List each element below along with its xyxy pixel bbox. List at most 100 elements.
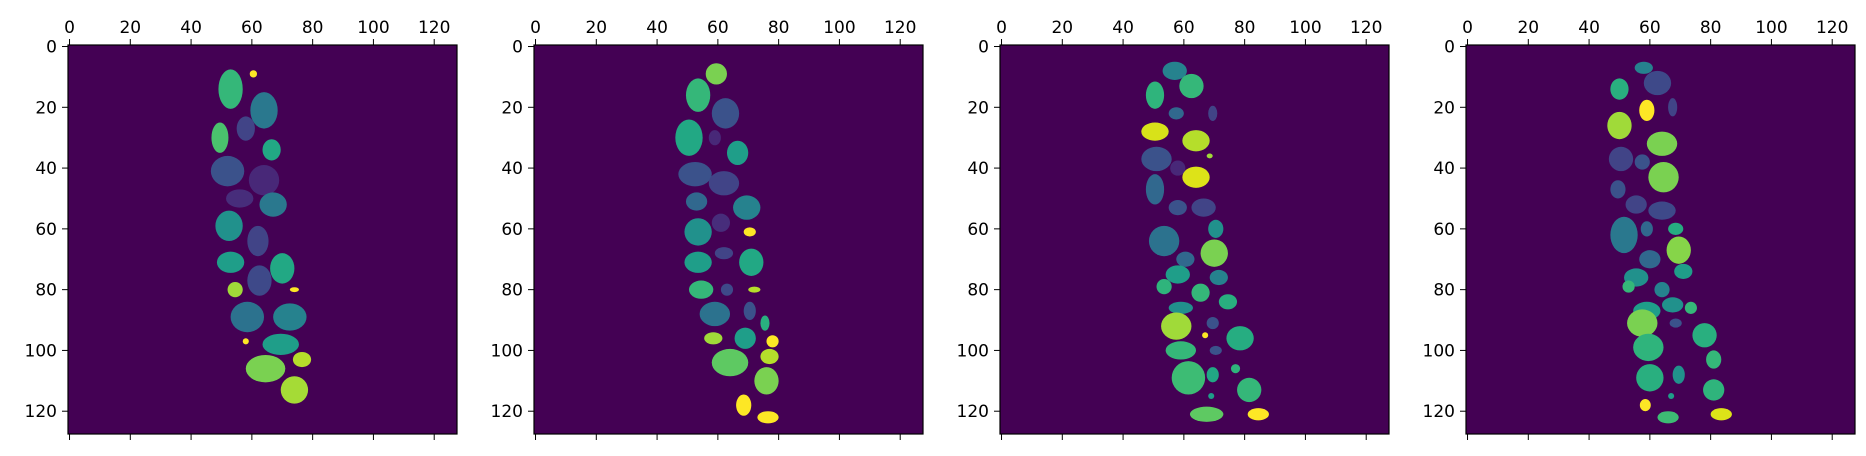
segment-cell [1218, 294, 1238, 310]
segment-cell [1610, 180, 1626, 199]
segment-cell [1668, 392, 1675, 400]
segment-cell [1141, 146, 1172, 172]
segment-cell [1170, 160, 1186, 176]
segment-cell [1237, 377, 1262, 403]
segment-cell [1668, 98, 1678, 117]
segment-cell [236, 116, 255, 141]
panel-4: 0 20 40 60 80 100 120 0 20 40 60 80 100 120 [1423, 18, 1856, 440]
segment-cell [675, 119, 703, 156]
segment-cell [757, 411, 779, 424]
segment-cell [289, 287, 299, 293]
segment-cell [726, 140, 749, 166]
axes-frame [1465, 44, 1856, 435]
segment-cell [1710, 408, 1732, 421]
segment-cell [1648, 201, 1676, 220]
segment-cell [1643, 70, 1672, 96]
segment-cell [1648, 162, 1679, 193]
x-tick-label: 60 [1173, 18, 1195, 38]
segment-cell [1684, 301, 1697, 314]
segment-cell [685, 78, 711, 112]
segment-cell [1627, 309, 1658, 337]
y-tick-label: 0 [46, 38, 57, 58]
x-tick-label: 0 [64, 18, 75, 38]
x-tick-label: 80 [302, 18, 324, 38]
y-tick-label: 20 [967, 98, 989, 118]
segment-cell [211, 122, 229, 153]
segment-cell [684, 218, 712, 246]
heatmap-background [1466, 45, 1855, 434]
y-tick-label: 120 [1423, 402, 1455, 422]
segment-cell [242, 338, 249, 345]
segment-cell [748, 286, 761, 293]
segment-cell [1639, 250, 1661, 269]
segment-cell [1168, 107, 1184, 120]
y-tick-label: 40 [967, 159, 989, 179]
x-tick-label: 0 [530, 18, 541, 38]
segment-cell [1622, 280, 1635, 293]
panels: 0 20 40 60 80 100 120 0 20 40 60 80 100 120 0 20 40 60 80 1… [25, 18, 1856, 440]
x-tick-label: 60 [1639, 18, 1661, 38]
segment-cell [250, 92, 278, 129]
segment-cell [1162, 61, 1187, 80]
segment-cell [1640, 221, 1653, 237]
segment-cell [230, 301, 265, 333]
segment-cell [705, 63, 727, 85]
segment-cell [1206, 316, 1219, 330]
segment-cell [688, 280, 714, 299]
y-tick-label: 20 [501, 98, 523, 118]
x-tick-label: 40 [646, 18, 668, 38]
x-tick-label: 60 [707, 18, 729, 38]
segment-cell [1668, 222, 1684, 235]
y-tick-label: 80 [1433, 281, 1455, 301]
segment-cell [292, 351, 312, 368]
segment-cell [1191, 283, 1210, 302]
segment-cell [226, 189, 254, 208]
segment-cell [245, 354, 286, 383]
segment-cell [218, 69, 243, 109]
segment-cell [1208, 219, 1224, 238]
segment-cell [760, 348, 779, 365]
segment-layer [1141, 61, 1269, 422]
segment-cell [1634, 154, 1650, 170]
segment-cell [1230, 364, 1241, 374]
segment-cell [1161, 312, 1192, 340]
x-tick-label: 20 [1051, 18, 1073, 38]
segment-cell [210, 155, 245, 187]
y-tick-label: 60 [35, 220, 57, 240]
y-tick-label: 40 [501, 159, 523, 179]
x-tick-label: 20 [119, 18, 141, 38]
x-tick-label: 100 [357, 18, 389, 38]
segment-layer [675, 63, 779, 424]
segment-cell [684, 251, 712, 273]
segment-cell [1156, 279, 1172, 295]
y-tick-label: 80 [35, 281, 57, 301]
x-tick-label: 20 [585, 18, 607, 38]
segment-cell [1608, 146, 1634, 172]
y-tick-label: 120 [25, 402, 57, 422]
segment-cell [711, 98, 740, 129]
segment-cell [247, 265, 272, 296]
panel-2: 0 20 40 60 80 100 120 0 20 40 60 80 100 120 [491, 18, 924, 440]
segment-cell [262, 333, 299, 355]
y-tick-label: 60 [1433, 220, 1455, 240]
segment-cell [1625, 195, 1647, 214]
segment-cell [733, 195, 761, 220]
segment-cell [1703, 379, 1725, 401]
x-tick-label: 100 [823, 18, 855, 38]
segment-cell [699, 301, 731, 327]
y-tick-label: 60 [501, 220, 523, 240]
x-tick-label: 100 [1289, 18, 1321, 38]
segment-cell [708, 130, 721, 146]
segment-cell [1168, 199, 1187, 216]
segment-cell [1145, 174, 1165, 205]
segment-cell [1141, 122, 1169, 141]
y-tick-label: 40 [35, 159, 57, 179]
segment-cell [1165, 265, 1190, 284]
axes-frame [67, 44, 458, 435]
y-tick-label: 20 [1433, 98, 1455, 118]
y-tick-label: 100 [1423, 341, 1455, 361]
segment-cell [1182, 166, 1210, 188]
segment-cell [1206, 153, 1213, 159]
segment-cell [280, 376, 309, 404]
y-tick-label: 0 [1444, 38, 1455, 58]
